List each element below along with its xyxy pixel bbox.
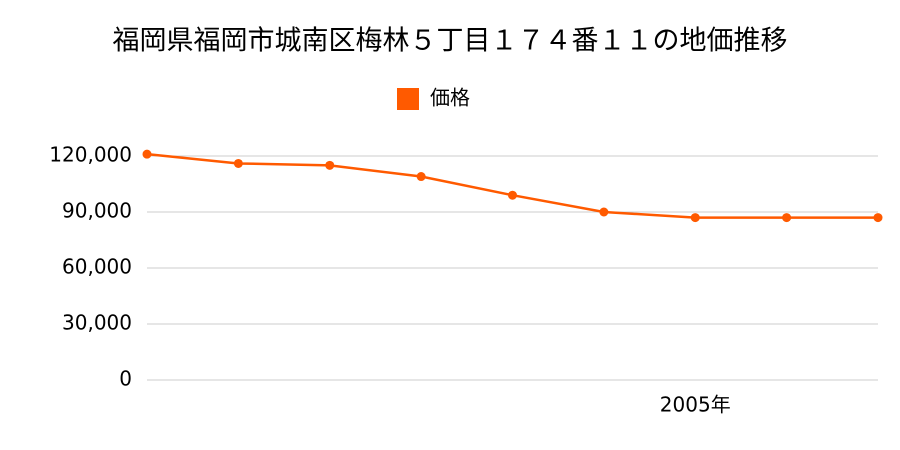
series-line [146,152,878,219]
y-tick-label: 120,000 [49,143,132,167]
data-point [233,158,243,168]
legend-swatch [397,88,419,110]
y-tick-label: 0 [119,367,132,391]
data-point [690,213,700,223]
y-tick-label: 60,000 [62,255,132,279]
y-tick-label: 90,000 [62,199,132,223]
data-point [142,149,152,159]
data-point [782,213,792,223]
chart-title: 福岡県福岡市城南区梅林５丁目１７４番１１の地価推移 [113,26,788,57]
data-point [873,213,883,223]
data-point [325,160,335,170]
data-point [508,190,517,200]
y-tick-label: 30,000 [62,311,132,335]
x-tick-label: 2005年 [660,393,731,417]
legend-label: 価格 [430,86,470,110]
data-point [416,172,426,182]
data-point [599,207,609,217]
